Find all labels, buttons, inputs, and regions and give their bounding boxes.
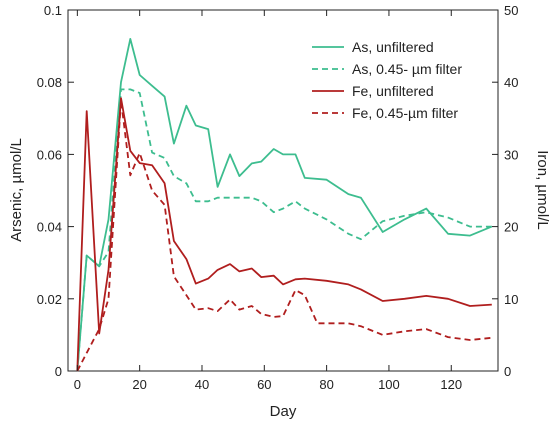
x-axis-title: Day [270, 403, 297, 420]
x-tick-label: 80 [319, 377, 333, 392]
ticks-layer: 0 20 40 60 80 100 120 0 0.02 0.04 0.06 0.08 0.1 0 10 20… [37, 3, 519, 392]
right-y-tick-label: 0 [504, 364, 511, 379]
left-y-tick-label: 0.08 [37, 75, 62, 90]
right-axis-title: Iron, µmol/L [534, 150, 550, 230]
right-y-tick-label: 20 [504, 220, 518, 235]
right-y-tick-label: 40 [504, 75, 518, 90]
legend-label: As, 0.45- µm filter [352, 61, 462, 77]
right-y-tick-label: 50 [504, 3, 518, 18]
x-tick-label: 40 [195, 377, 209, 392]
series-line-as-0-45-m-filter [76, 88, 492, 372]
left-y-tick-label: 0 [55, 364, 62, 379]
x-tick-label: 0 [74, 377, 81, 392]
x-tick-label: 20 [132, 377, 146, 392]
series-line-as-unfiltered [76, 38, 493, 372]
series-layer [76, 38, 493, 372]
legend-label: Fe, unfiltered [352, 83, 434, 99]
legend-label: As, unfiltered [352, 39, 434, 55]
x-tick-label: 120 [440, 377, 462, 392]
left-y-tick-label: 0.1 [44, 3, 62, 18]
legend-label: Fe, 0.45-µm filter [352, 105, 458, 121]
series-line-fe-0-45-m-filter [76, 99, 492, 372]
right-y-tick-label: 10 [504, 292, 518, 307]
x-tick-label: 100 [378, 377, 400, 392]
series-line-fe-unfiltered [76, 97, 492, 372]
left-y-tick-label: 0.04 [37, 220, 62, 235]
x-tick-label: 60 [257, 377, 271, 392]
plot-frame [67, 9, 499, 372]
right-y-tick-label: 30 [504, 147, 518, 162]
left-y-tick-label: 0.02 [37, 292, 62, 307]
legend: As, unfiltered As, 0.45- µm filter Fe, unf… [312, 39, 462, 121]
left-y-tick-label: 0.06 [37, 147, 62, 162]
left-axis-title: Arsenic, µmol/L [8, 138, 25, 242]
